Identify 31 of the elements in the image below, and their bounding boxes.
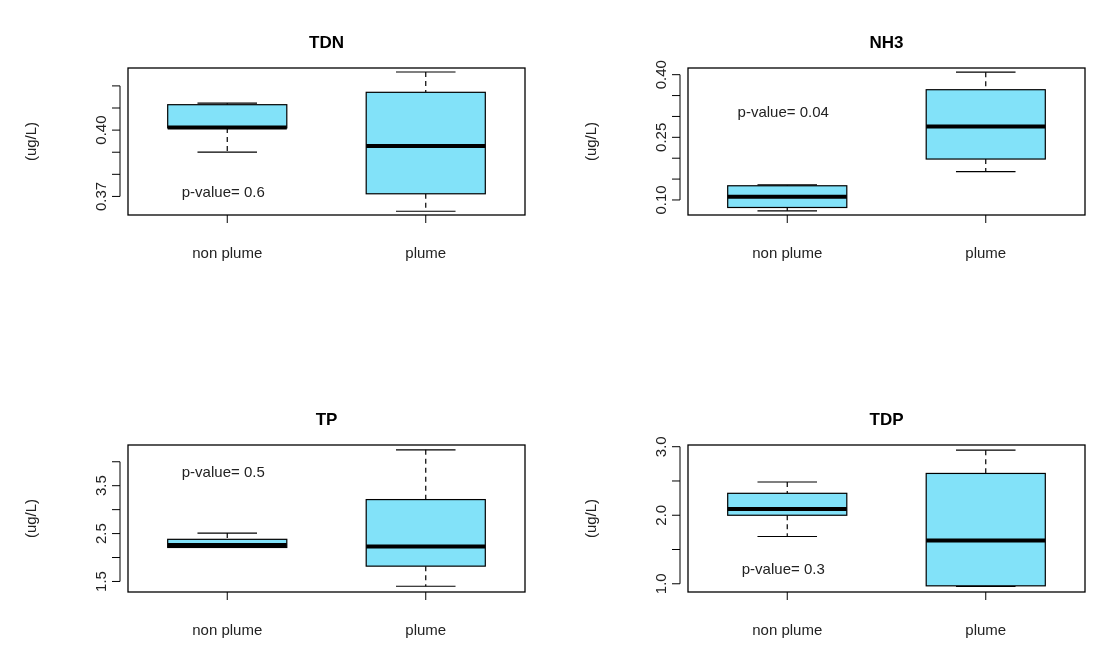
annotation: p-value= 0.6 [181,183,265,201]
x-tick-label: plume [405,244,447,261]
x-tick-label: non plume [192,244,263,261]
y-tick-label: 0.10 [652,185,669,215]
y-axis-title: (ug/L) [582,498,599,539]
chart-title: NH3 [869,33,904,52]
annotation: p-value= 0.04 [737,102,829,120]
x-tick-label: plume [965,244,1007,261]
x-tick-label: plume [405,621,447,638]
y-tick-label: 3.5 [92,475,109,497]
x-tick-label: non plume [192,621,263,638]
y-tick-label: 0.25 [652,122,669,152]
y-tick-label: 0.40 [92,115,109,145]
chart-title: TDP [869,410,904,429]
y-tick-label: 0.37 [92,181,109,212]
y-tick-label: 2.0 [652,504,669,526]
annotation: p-value= 0.5 [181,463,265,481]
x-tick-label: plume [965,621,1007,638]
y-tick-label: 2.5 [92,523,109,545]
chart-title: TDN [309,33,344,52]
y-tick-label: 3.0 [652,436,669,458]
x-tick-label: non plume [752,621,823,638]
y-axis-title: (ug/L) [582,121,599,162]
y-tick-label: 1.5 [92,571,109,592]
annotation: p-value= 0.3 [741,560,825,578]
x-tick-label: non plume [752,244,823,261]
chart-title: TP [315,410,338,429]
y-axis-title: (ug/L) [22,498,39,539]
y-axis-title: (ug/L) [22,121,39,162]
y-tick-label: 1.0 [652,573,669,595]
y-tick-label: 0.40 [652,60,669,90]
